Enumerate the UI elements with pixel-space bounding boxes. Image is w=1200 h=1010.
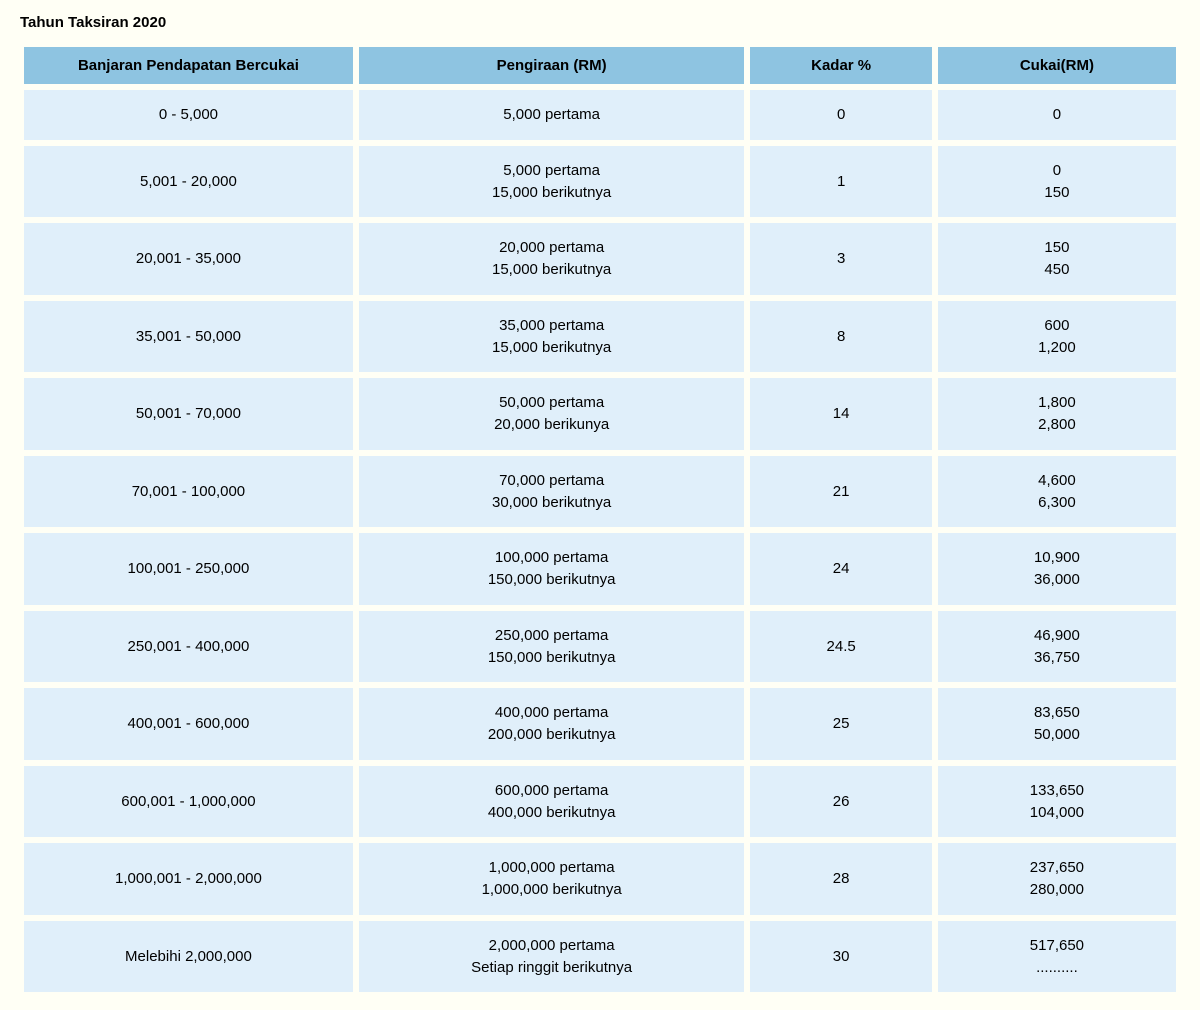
- cell-calc: 70,000 pertama30,000 berikutnya: [359, 456, 745, 528]
- header-tax: Cukai(RM): [938, 47, 1176, 84]
- table-row: 70,001 - 100,00070,000 pertama30,000 ber…: [24, 456, 1176, 528]
- header-rate: Kadar %: [750, 47, 931, 84]
- table-header-row: Banjaran Pendapatan Bercukai Pengiraan (…: [24, 47, 1176, 84]
- cell-tax: 237,650280,000: [938, 843, 1176, 915]
- cell-rate: 8: [750, 301, 931, 373]
- cell-calc: 5,000 pertama: [359, 90, 745, 140]
- cell-tax: 0: [938, 90, 1176, 140]
- cell-tax: 1,8002,800: [938, 378, 1176, 450]
- cell-tax: 83,65050,000: [938, 688, 1176, 760]
- cell-tax: 0150: [938, 146, 1176, 218]
- table-row: Melebihi 2,000,0002,000,000 pertamaSetia…: [24, 921, 1176, 993]
- cell-range: 70,001 - 100,000: [24, 456, 353, 528]
- cell-range: 600,001 - 1,000,000: [24, 766, 353, 838]
- cell-rate: 1: [750, 146, 931, 218]
- cell-tax: 4,6006,300: [938, 456, 1176, 528]
- cell-rate: 26: [750, 766, 931, 838]
- table-row: 0 - 5,0005,000 pertama00: [24, 90, 1176, 140]
- cell-tax: 133,650104,000: [938, 766, 1176, 838]
- cell-tax: 517,650..........: [938, 921, 1176, 993]
- cell-range: 50,001 - 70,000: [24, 378, 353, 450]
- page-title: Tahun Taksiran 2020: [20, 14, 1182, 31]
- cell-calc: 50,000 pertama20,000 berikunya: [359, 378, 745, 450]
- table-row: 50,001 - 70,00050,000 pertama20,000 beri…: [24, 378, 1176, 450]
- table-row: 400,001 - 600,000400,000 pertama200,000 …: [24, 688, 1176, 760]
- cell-range: Melebihi 2,000,000: [24, 921, 353, 993]
- cell-calc: 5,000 pertama15,000 berikutnya: [359, 146, 745, 218]
- cell-rate: 28: [750, 843, 931, 915]
- cell-rate: 3: [750, 223, 931, 295]
- cell-calc: 35,000 pertama15,000 berikutnya: [359, 301, 745, 373]
- cell-range: 35,001 - 50,000: [24, 301, 353, 373]
- cell-rate: 30: [750, 921, 931, 993]
- cell-calc: 20,000 pertama15,000 berikutnya: [359, 223, 745, 295]
- cell-rate: 14: [750, 378, 931, 450]
- cell-rate: 24: [750, 533, 931, 605]
- cell-range: 20,001 - 35,000: [24, 223, 353, 295]
- table-row: 250,001 - 400,000250,000 pertama150,000 …: [24, 611, 1176, 683]
- cell-rate: 25: [750, 688, 931, 760]
- cell-tax: 46,90036,750: [938, 611, 1176, 683]
- header-range: Banjaran Pendapatan Bercukai: [24, 47, 353, 84]
- cell-rate: 24.5: [750, 611, 931, 683]
- cell-calc: 2,000,000 pertamaSetiap ringgit berikutn…: [359, 921, 745, 993]
- cell-calc: 1,000,000 pertama1,000,000 berikutnya: [359, 843, 745, 915]
- cell-range: 1,000,001 - 2,000,000: [24, 843, 353, 915]
- table-row: 100,001 - 250,000100,000 pertama150,000 …: [24, 533, 1176, 605]
- cell-calc: 250,000 pertama150,000 berikutnya: [359, 611, 745, 683]
- tax-table: Banjaran Pendapatan Bercukai Pengiraan (…: [18, 41, 1182, 998]
- cell-tax: 10,90036,000: [938, 533, 1176, 605]
- table-row: 20,001 - 35,00020,000 pertama15,000 beri…: [24, 223, 1176, 295]
- cell-range: 250,001 - 400,000: [24, 611, 353, 683]
- cell-rate: 21: [750, 456, 931, 528]
- table-row: 600,001 - 1,000,000600,000 pertama400,00…: [24, 766, 1176, 838]
- cell-range: 0 - 5,000: [24, 90, 353, 140]
- table-row: 35,001 - 50,00035,000 pertama15,000 beri…: [24, 301, 1176, 373]
- header-calc: Pengiraan (RM): [359, 47, 745, 84]
- table-row: 5,001 - 20,0005,000 pertama15,000 beriku…: [24, 146, 1176, 218]
- cell-range: 100,001 - 250,000: [24, 533, 353, 605]
- cell-tax: 6001,200: [938, 301, 1176, 373]
- cell-range: 400,001 - 600,000: [24, 688, 353, 760]
- cell-calc: 400,000 pertama200,000 berikutnya: [359, 688, 745, 760]
- cell-tax: 150450: [938, 223, 1176, 295]
- cell-rate: 0: [750, 90, 931, 140]
- table-row: 1,000,001 - 2,000,0001,000,000 pertama1,…: [24, 843, 1176, 915]
- cell-calc: 100,000 pertama150,000 berikutnya: [359, 533, 745, 605]
- cell-calc: 600,000 pertama400,000 berikutnya: [359, 766, 745, 838]
- cell-range: 5,001 - 20,000: [24, 146, 353, 218]
